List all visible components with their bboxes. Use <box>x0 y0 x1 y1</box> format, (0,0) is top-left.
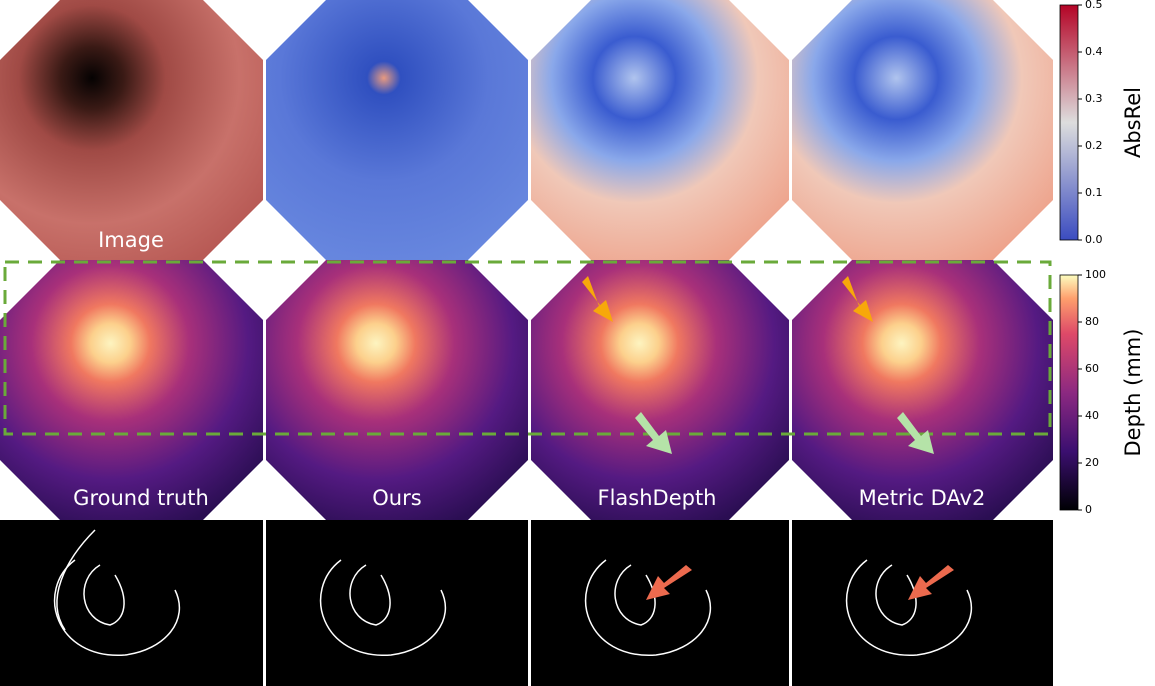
tick-label: 80 <box>1085 315 1099 328</box>
tick-label: 0.2 <box>1085 139 1103 152</box>
edge-curve <box>319 559 447 656</box>
edge-map <box>266 520 528 686</box>
edge-curve <box>53 559 181 656</box>
panels <box>0 0 1053 686</box>
colorbar-label: Depth (mm) <box>1121 329 1145 457</box>
tick-label: 40 <box>1085 409 1099 422</box>
panel-image <box>531 0 789 260</box>
caption: Metric DAv2 <box>859 486 986 510</box>
colorbar <box>1059 4 1079 241</box>
panel-image <box>0 0 263 260</box>
caption: Ours <box>372 486 421 510</box>
edge-map <box>531 520 789 686</box>
colorbar <box>1059 274 1079 511</box>
arrows <box>582 276 954 600</box>
tick-label: 0.4 <box>1085 45 1103 58</box>
colorbar-label: AbsRel <box>1121 87 1145 158</box>
tick-label: 0.5 <box>1085 0 1103 11</box>
tick-label: 60 <box>1085 362 1099 375</box>
edge-curve <box>584 559 712 656</box>
tick-label: 0.0 <box>1085 233 1103 246</box>
edge-curve <box>56 529 96 631</box>
edge-curve <box>83 564 125 626</box>
highlight-box <box>3 260 1052 436</box>
edge-curve <box>349 564 391 626</box>
tick-label: 0.1 <box>1085 186 1103 199</box>
tick-label: 100 <box>1085 268 1106 281</box>
depth-map <box>266 260 528 520</box>
tick-label: 0 <box>1085 503 1092 516</box>
tick-label: 20 <box>1085 456 1099 469</box>
caption: Ground truth <box>73 486 209 510</box>
tick-label: 0.3 <box>1085 92 1103 105</box>
panel-image <box>266 0 528 260</box>
colorbars: 0.0 0.1 0.2 0.3 0.4 0.5 AbsRel 0 20 40 60 80 100 Dept… <box>1059 0 1145 516</box>
edge-curve <box>845 559 973 656</box>
edge-map <box>0 520 263 686</box>
caption: Image <box>98 228 164 252</box>
edge-map <box>792 520 1053 686</box>
depth-map <box>792 260 1053 520</box>
depth-map <box>0 260 263 520</box>
caption: FlashDepth <box>598 486 717 510</box>
depth-map <box>531 260 789 520</box>
panel-image <box>792 0 1053 260</box>
